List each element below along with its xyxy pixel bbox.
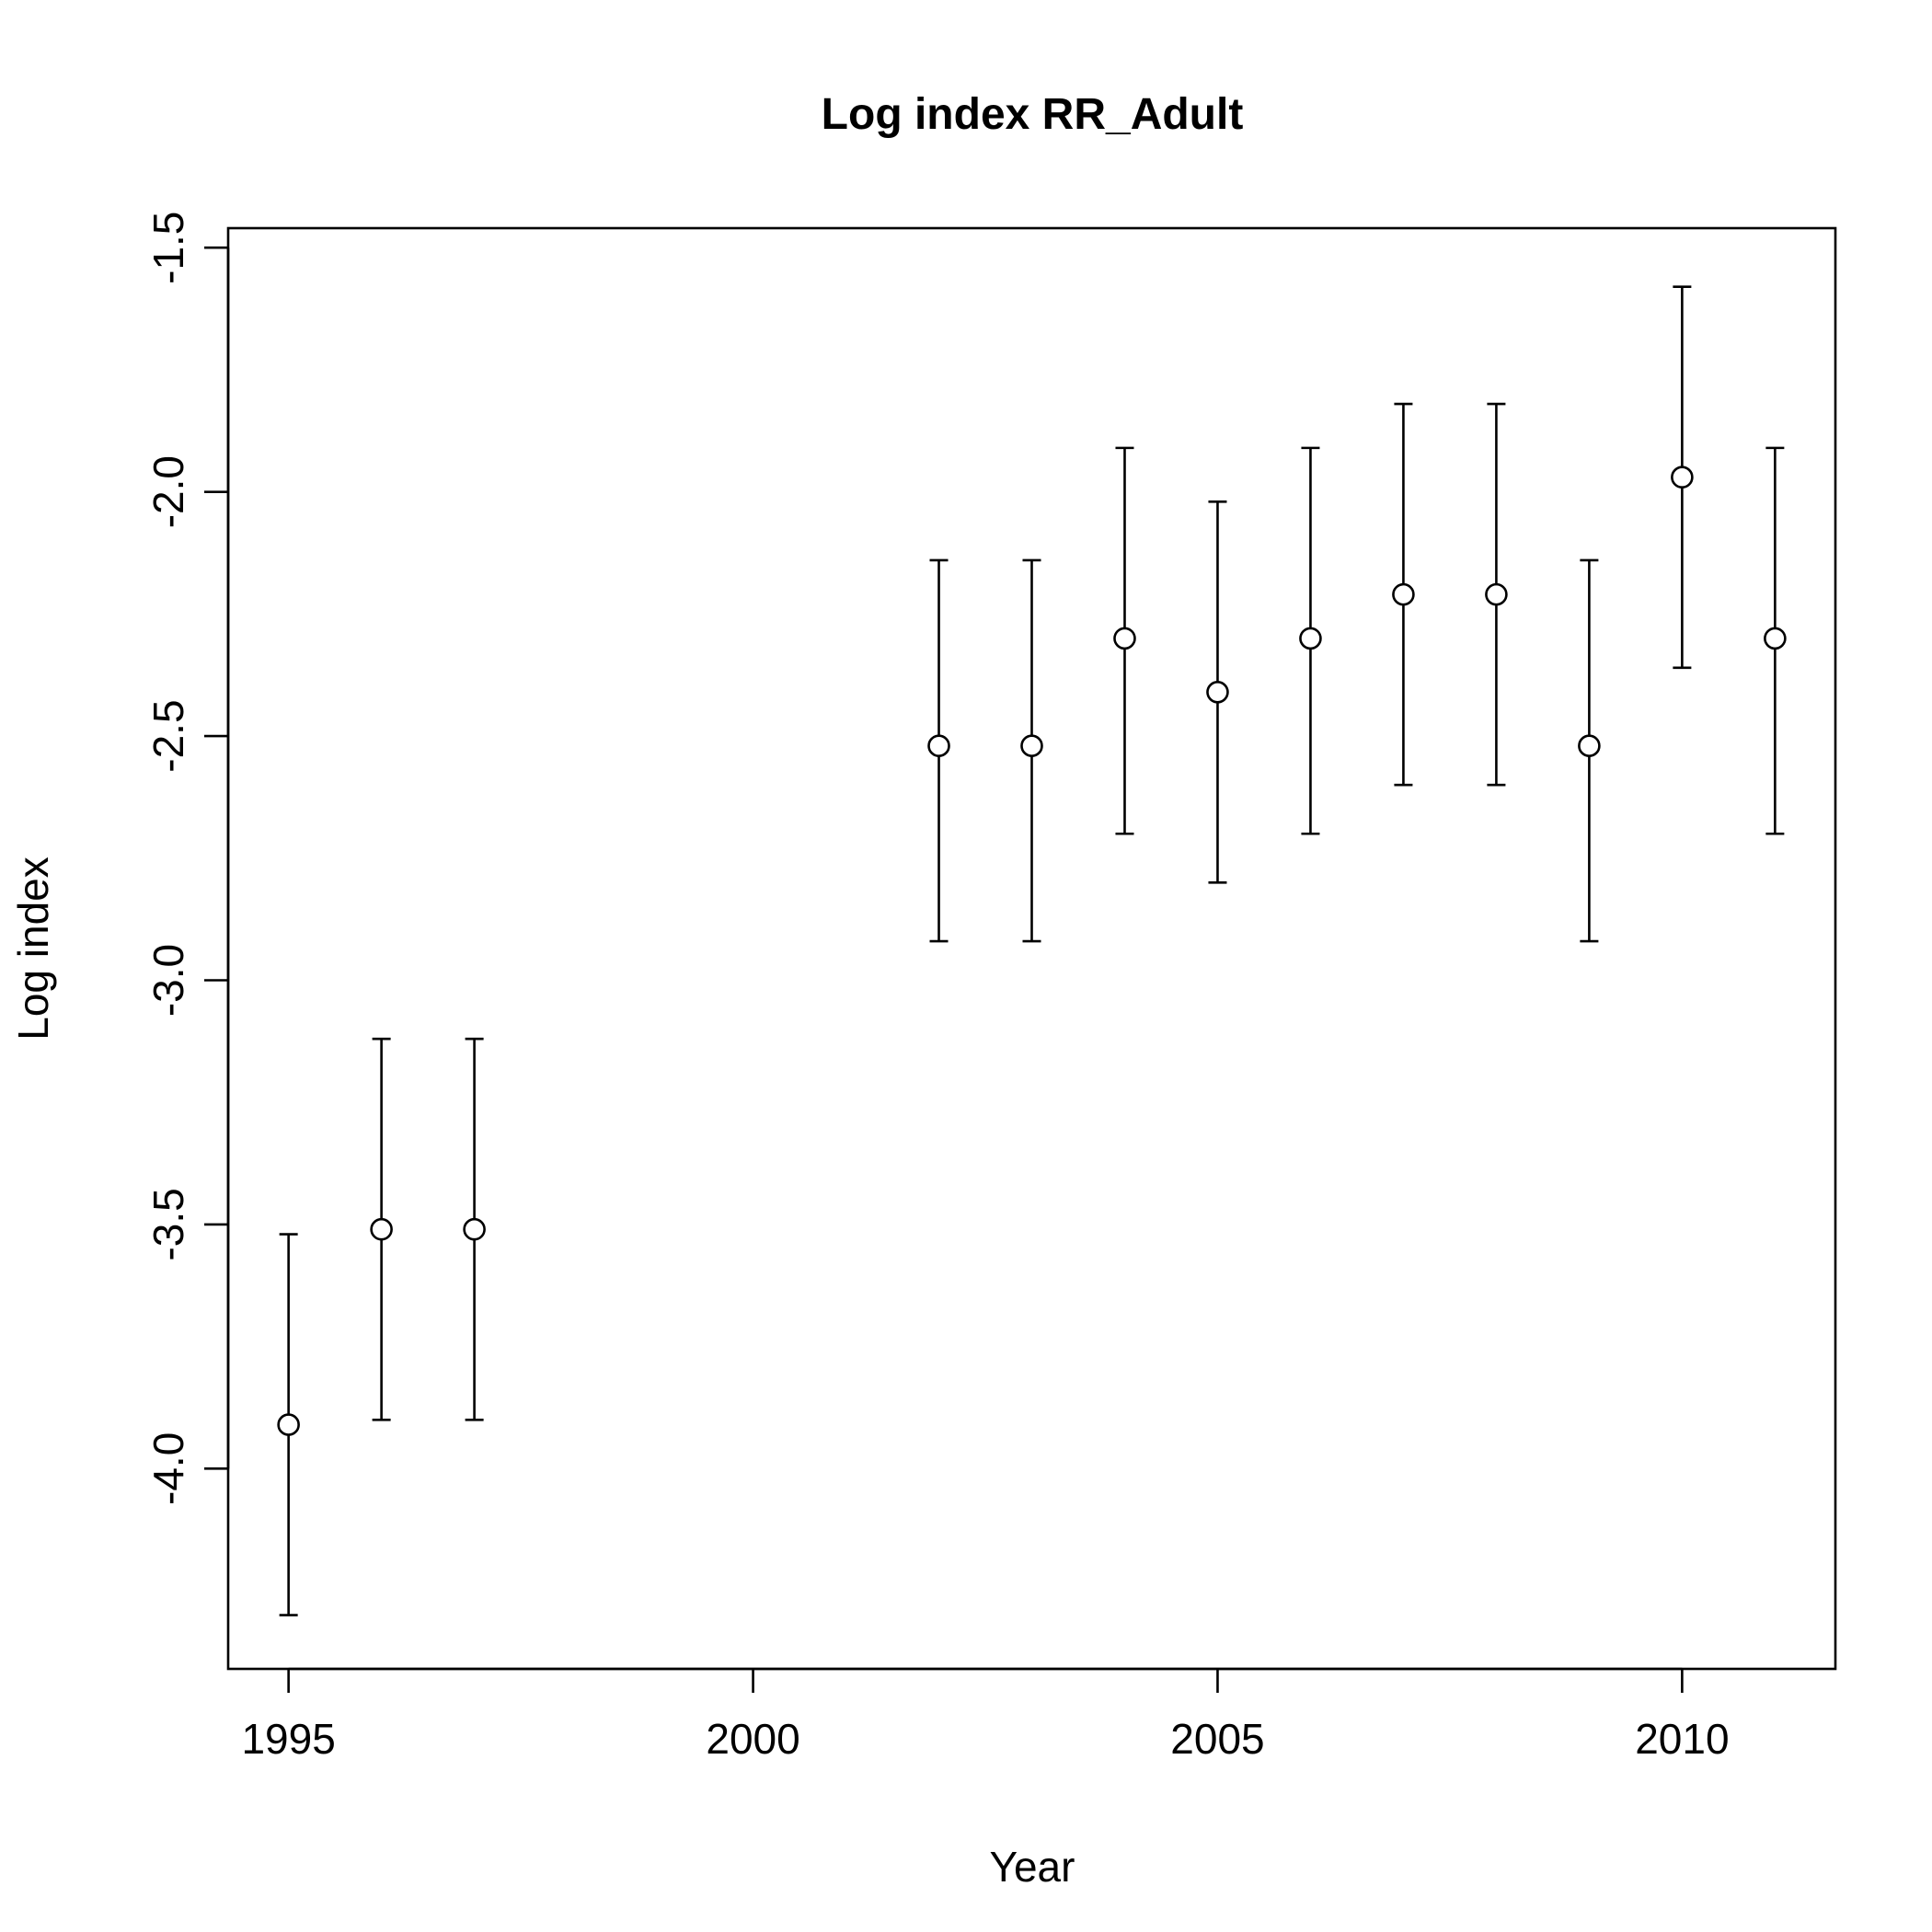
y-tick-label: -1.5 (144, 212, 192, 284)
y-tick-label: -3.5 (144, 1188, 192, 1260)
data-point (1485, 582, 1508, 606)
data-point (1578, 734, 1601, 757)
y-tick-label: -4.0 (144, 1432, 192, 1505)
y-axis: -4.0 -3.5 -3.0 -2.5 -2.0 -1.5 (144, 212, 230, 1505)
y-tick-label: -2.5 (144, 699, 192, 772)
x-axis-label: Year (990, 1843, 1075, 1891)
data-point (1020, 734, 1043, 757)
x-tick-label: 2010 (1635, 1715, 1729, 1763)
x-tick-label: 2005 (1170, 1715, 1264, 1763)
data-point (1671, 466, 1694, 489)
x-axis: 1995 2000 2005 2010 (241, 1667, 1730, 1763)
data-point (370, 1217, 393, 1241)
data-point (277, 1413, 300, 1436)
chart-title: Log index RR_Adult (822, 90, 1244, 139)
y-tick-label: -3.0 (144, 944, 192, 1017)
y-axis-label: Log index (9, 857, 57, 1041)
data-point (1113, 627, 1136, 650)
data-point (463, 1217, 486, 1241)
data-point (1392, 582, 1415, 606)
y-tick-label: -2.0 (144, 455, 192, 528)
data-point (927, 734, 950, 757)
data-points (277, 466, 1787, 1436)
data-point (1206, 681, 1229, 704)
data-point (1764, 627, 1787, 650)
x-tick-label: 1995 (241, 1715, 335, 1763)
x-tick-label: 2000 (706, 1715, 799, 1763)
data-point (1299, 627, 1322, 650)
